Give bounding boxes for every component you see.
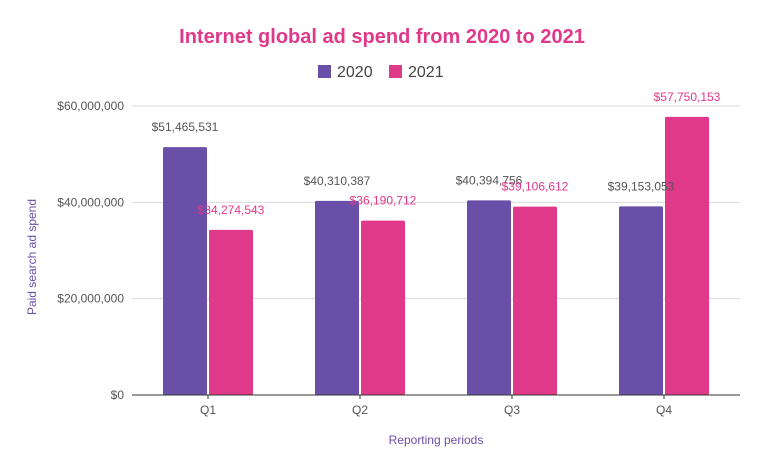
y-tick-label: $0	[111, 388, 125, 402]
x-tick-label: Q4	[656, 403, 672, 417]
data-label-2020-q4: $39,153,053	[608, 179, 675, 193]
data-labels: $51,465,531 $34,274,543 $40,310,387 $36,190…	[152, 90, 721, 217]
x-axis-title: Reporting periods	[389, 433, 484, 447]
x-tick-label: Q1	[200, 403, 216, 417]
legend-label-2021: 2021	[408, 64, 444, 81]
bar-2020-q1	[163, 147, 207, 395]
y-axis-ticks: $0 $20,000,000 $40,000,000 $60,000,000	[57, 99, 124, 402]
data-label-2020-q2: $40,310,387	[304, 174, 371, 188]
chart-title: Internet global ad spend from 2020 to 20…	[179, 26, 585, 48]
data-label-2021-q2: $36,190,712	[350, 194, 417, 208]
y-tick-label: $60,000,000	[57, 99, 124, 113]
legend: 2020 2021	[318, 64, 444, 81]
data-label-2021-q1: $34,274,543	[198, 203, 265, 217]
data-label-2020-q1: $51,465,531	[152, 120, 219, 134]
data-label-2020-q3: $40,394,756	[456, 173, 523, 187]
legend-swatch-2021	[389, 65, 402, 78]
bar-2021-q3	[513, 206, 557, 395]
bar-2020-q3	[467, 200, 511, 395]
x-tick-label: Q2	[352, 403, 368, 417]
legend-swatch-2020	[318, 65, 331, 78]
x-tick-label: Q3	[504, 403, 520, 417]
bar-2020-q2	[315, 200, 359, 395]
x-axis-ticks: Q1 Q2 Q3 Q4	[200, 395, 672, 417]
y-tick-label: $40,000,000	[57, 195, 124, 209]
legend-label-2020: 2020	[337, 64, 373, 81]
y-tick-label: $20,000,000	[57, 292, 124, 306]
bars	[163, 116, 709, 395]
bar-2020-q4	[619, 206, 663, 395]
data-label-2021-q4: $57,750,153	[654, 90, 721, 104]
bar-2021-q4	[665, 116, 709, 395]
bar-2021-q2	[361, 220, 405, 395]
y-axis-title: Paid search ad spend	[25, 199, 39, 315]
data-label-2021-q3: $39,106,612	[502, 180, 569, 194]
bar-2021-q1	[209, 229, 253, 395]
